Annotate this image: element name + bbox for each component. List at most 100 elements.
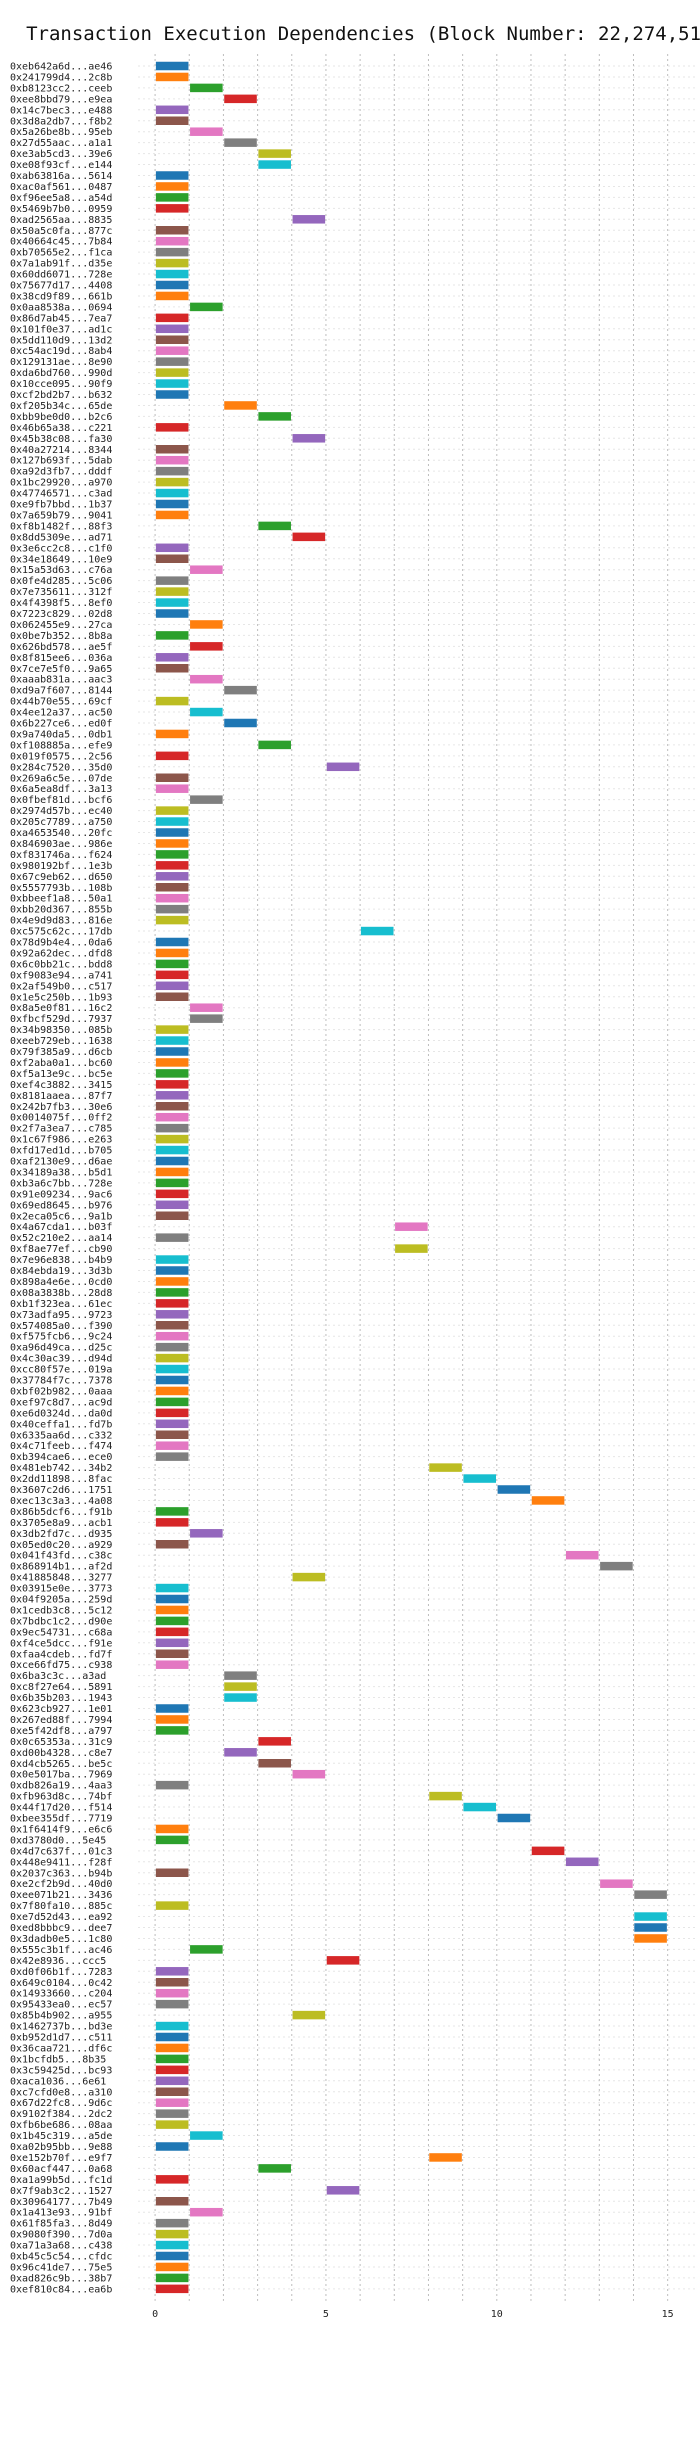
transaction-bar — [155, 1091, 189, 1100]
transaction-bar — [531, 1496, 565, 1505]
transaction-bar — [155, 204, 189, 213]
transaction-label: 0x45b38c08...fa30 — [10, 434, 112, 445]
transaction-bar — [395, 1244, 428, 1253]
transaction-bar — [565, 1550, 599, 1560]
transaction-label: 0x03915e0e...3773 — [10, 1584, 112, 1595]
transaction-label: 0x574085a0...f390 — [10, 1321, 112, 1332]
transaction-bar — [155, 2284, 189, 2294]
transaction-bar — [155, 1988, 189, 1998]
transaction-bar — [155, 1397, 189, 1407]
transaction-bar — [155, 171, 189, 180]
transaction-bar — [155, 1594, 189, 1604]
transaction-bar — [155, 357, 189, 366]
transaction-label: 0x7a1ab91f...d35e — [10, 259, 112, 270]
transaction-bar — [155, 784, 189, 793]
x-tick-label: 15 — [662, 2309, 674, 2320]
transaction-label: 0xd9a7f607...8144 — [10, 686, 112, 697]
transaction-bar — [155, 1277, 189, 1286]
transaction-bar — [155, 1605, 189, 1615]
x-tick-label: 10 — [491, 2309, 503, 2320]
transaction-label: 0xb394cae6...ece0 — [10, 1452, 112, 1463]
transaction-label: 0x6a5ea8df...3a13 — [10, 784, 112, 795]
transaction-label: 0x6b227ce6...ed0f — [10, 719, 112, 730]
transaction-bar — [155, 1967, 189, 1976]
transaction-bar — [155, 598, 189, 607]
transaction-bar — [155, 105, 189, 115]
transaction-bar — [190, 565, 223, 574]
transaction-bar — [326, 762, 360, 772]
transaction-label: 0xb3a6c7bb...728e — [10, 1178, 112, 1189]
transaction-label: 0x0aa8538a...0694 — [10, 302, 112, 313]
transaction-label: 0x1f6414f9...e6c6 — [10, 1824, 112, 1835]
transaction-label: 0x1cedb3c8...5c12 — [10, 1605, 112, 1616]
transaction-bar — [565, 1857, 599, 1867]
transaction-label: 0x1c67f986...e263 — [10, 1135, 112, 1146]
transaction-bar — [155, 1835, 189, 1845]
transaction-bar — [155, 72, 189, 82]
transaction-bar — [258, 521, 291, 531]
transaction-label: 0xee8bbd79...e9ea — [10, 94, 112, 105]
transaction-label: 0xef810c84...ea6b — [10, 2284, 112, 2295]
transaction-bar — [155, 1518, 189, 1527]
transaction-label: 0x6ba3c3c...a3ad — [10, 1671, 106, 1682]
transaction-bar — [155, 2229, 189, 2239]
transaction-label: 0x60dd6071...728e — [10, 270, 112, 281]
transaction-label: 0xb1f323ea...61ec — [10, 1299, 112, 1310]
transaction-label: 0xaca1036...6e61 — [10, 2076, 106, 2087]
transaction-label: 0x67c9eb62...d650 — [10, 872, 112, 883]
transaction-label: 0xf5a13e9c...bc5e — [10, 1069, 112, 1080]
transaction-bar — [429, 1463, 462, 1472]
transaction-label: 0xfaa4cdeb...fd7f — [10, 1649, 112, 1660]
transaction-bar — [155, 423, 189, 432]
transaction-label: 0xf9083e94...a741 — [10, 970, 112, 981]
transaction-bar — [155, 587, 189, 596]
transaction-bar — [155, 1583, 189, 1593]
transaction-bar — [155, 2076, 189, 2086]
transaction-bar — [224, 1682, 257, 1691]
transaction-bar — [155, 751, 189, 761]
transaction-label: 0x4f4398f5...8ef0 — [10, 598, 112, 609]
transaction-label: 0x69ed8645...b976 — [10, 1200, 112, 1211]
transaction-bar — [155, 2273, 189, 2283]
transaction-label: 0xad826c9b...38b7 — [10, 2273, 112, 2284]
transaction-label: 0x3d8a2db7...f8b2 — [10, 116, 112, 127]
transaction-label: 0x8f815ee6...036a — [10, 653, 112, 664]
transaction-bar — [224, 1748, 257, 1757]
transaction-label: 0xbb20d367...855b — [10, 905, 112, 916]
transaction-bar — [155, 1638, 189, 1648]
transaction-label: 0xa02b95bb...9e88 — [10, 2142, 112, 2153]
transaction-label: 0xdb826a19...4aa3 — [10, 1781, 112, 1792]
transaction-label: 0x73adfa95...9723 — [10, 1310, 112, 1321]
transaction-bar — [155, 817, 189, 826]
transaction-bar — [190, 83, 223, 93]
transaction-label: 0x14933660...c204 — [10, 1989, 112, 2000]
transaction-label: 0xaaab831a...aac3 — [10, 675, 112, 686]
transaction-label: 0x30964177...7b49 — [10, 2197, 112, 2208]
transaction-label: 0xec13c3a3...4a08 — [10, 1496, 112, 1507]
transaction-label: 0x8a5e0f81...16c2 — [10, 1003, 112, 1014]
transaction-label: 0x40ceffa1...fd7b — [10, 1419, 112, 1430]
transaction-label: 0x846903ae...986e — [10, 839, 112, 850]
transaction-bar — [155, 1540, 189, 1549]
transaction-label: 0x3705e8a9...acb1 — [10, 1518, 112, 1529]
transaction-bar — [155, 1375, 189, 1385]
transaction-bar — [155, 696, 189, 706]
transaction-label: 0xf8ae77ef...cb90 — [10, 1244, 112, 1255]
horizontal-gridlines — [138, 65, 695, 2290]
transaction-bar — [258, 1737, 291, 1746]
transaction-bar — [155, 1123, 189, 1133]
transaction-label: 0x61f85fa3...8d49 — [10, 2219, 112, 2230]
transaction-bar — [155, 2109, 189, 2118]
transaction-label: 0x0c65353a...31c9 — [10, 1737, 112, 1748]
transaction-bar — [155, 2065, 189, 2075]
transaction-label: 0x50a5c0fa...877c — [10, 226, 112, 237]
transaction-label: 0xe3ab5cd3...39e6 — [10, 149, 112, 160]
transaction-label: 0x555c3b1f...ac46 — [10, 1945, 112, 1956]
transaction-bar — [155, 1649, 189, 1658]
transaction-bar — [155, 313, 189, 323]
transaction-bar — [360, 926, 394, 936]
transaction-label: 0x7ce7e5f0...9a65 — [10, 664, 112, 675]
transaction-label: 0x15a53d63...c76a — [10, 565, 112, 576]
transaction-bar — [224, 1671, 257, 1680]
transaction-label: 0xef97c8d7...ac9d — [10, 1397, 112, 1408]
